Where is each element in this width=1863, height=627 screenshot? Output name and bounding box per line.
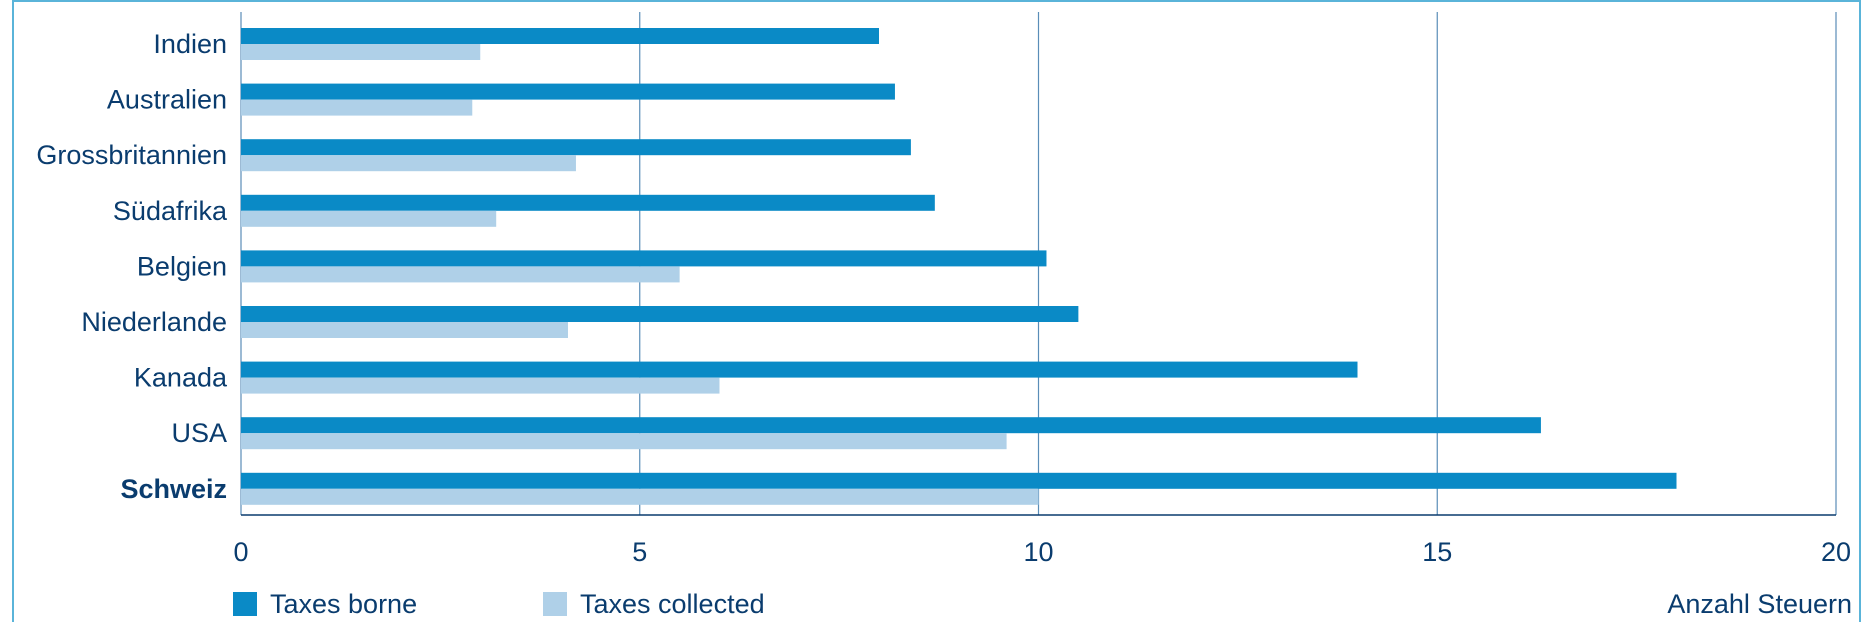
category-label: Indien bbox=[153, 29, 227, 59]
category-label: Grossbritannien bbox=[36, 140, 227, 170]
bar-taxes-collected bbox=[241, 377, 720, 394]
x-tick-label: 20 bbox=[1821, 537, 1851, 567]
bar-taxes-collected bbox=[241, 44, 481, 60]
bar-taxes-collected bbox=[241, 322, 568, 338]
bar-taxes-borne bbox=[241, 83, 895, 100]
x-tick-label: 5 bbox=[632, 537, 647, 567]
bars bbox=[241, 28, 1677, 505]
bar-taxes-borne bbox=[241, 306, 1079, 322]
legend-label-taxes-collected: Taxes collected bbox=[580, 589, 765, 619]
bar-taxes-collected bbox=[241, 210, 497, 227]
category-label: Südafrika bbox=[113, 196, 228, 226]
category-label: USA bbox=[171, 418, 227, 448]
x-tick-label: 0 bbox=[233, 537, 248, 567]
bar-taxes-borne bbox=[241, 28, 879, 44]
bar-taxes-borne bbox=[241, 472, 1677, 489]
legend-label-taxes-borne: Taxes borne bbox=[270, 589, 417, 619]
legend-swatch-taxes-borne bbox=[233, 592, 257, 616]
category-label: Belgien bbox=[137, 251, 227, 281]
x-tick-label: 15 bbox=[1422, 537, 1452, 567]
bar-taxes-borne bbox=[241, 139, 911, 156]
bar-taxes-borne bbox=[241, 194, 935, 211]
category-label: Australien bbox=[107, 85, 227, 115]
bar-taxes-collected bbox=[241, 266, 680, 283]
bar-taxes-borne bbox=[241, 361, 1358, 378]
bar-taxes-collected bbox=[241, 99, 473, 116]
category-labels: Indien Australien Grossbritannien Südafrika… bbox=[36, 29, 228, 504]
x-tick-labels: 0 5 10 15 20 bbox=[233, 537, 1851, 567]
x-axis-label: Anzahl Steuern bbox=[1667, 589, 1852, 619]
category-label: Niederlande bbox=[81, 307, 227, 337]
category-label: Schweiz bbox=[120, 474, 227, 504]
legend-swatch-taxes-collected bbox=[543, 592, 567, 616]
bar-taxes-collected bbox=[241, 488, 1039, 505]
legend: Taxes borne Taxes collected bbox=[233, 589, 765, 619]
bar-taxes-borne bbox=[241, 417, 1541, 434]
bar-taxes-collected bbox=[241, 155, 576, 172]
bar-taxes-collected bbox=[241, 433, 1007, 450]
x-tick-label: 10 bbox=[1023, 537, 1053, 567]
bar-taxes-borne bbox=[241, 250, 1047, 267]
category-label: Kanada bbox=[134, 363, 228, 393]
